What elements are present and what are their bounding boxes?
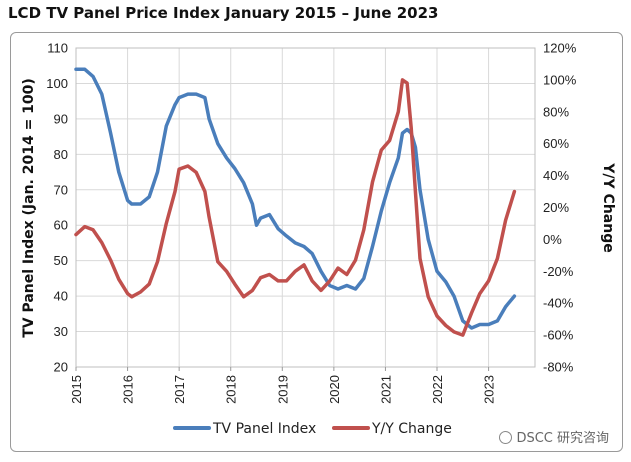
y-tick-label: 110 (47, 41, 68, 56)
y2-tick-label: -80% (543, 360, 574, 375)
y2-tick-label: 60% (543, 136, 569, 151)
series-line-yoy-change (74, 78, 517, 337)
x-tick-label: 2018 (224, 375, 239, 404)
gridlines (76, 48, 535, 367)
x-tick-label: 2021 (378, 375, 393, 404)
y-tick-label: 100 (46, 76, 68, 91)
y2-tick-label: 0% (543, 232, 562, 247)
watermark: DSCC 研究咨询 (499, 427, 609, 446)
tick-labels: 20 30 40 50 60 70 80 90 100 110 -80% -60% -40% -20% 0%… (46, 41, 576, 404)
axes (75, 47, 536, 371)
x-tick-label: 2023 (482, 375, 497, 404)
y2-tick-label: 120% (543, 41, 577, 56)
watermark-text: DSCC 研究咨询 (516, 431, 609, 446)
y2-tick-label: 80% (543, 104, 569, 119)
y2-tick-label: -40% (543, 296, 574, 311)
y2-tick-label: -60% (543, 328, 574, 343)
x-tick-label: 2020 (327, 375, 342, 404)
x-tick-label: 2016 (121, 375, 136, 404)
y2-tick-label: 20% (543, 200, 569, 215)
series-line-tv-panel-index (74, 67, 517, 330)
y-tick-label: 40 (54, 289, 68, 304)
series-lines (74, 67, 517, 337)
y2-tick-label: 40% (543, 168, 569, 183)
y2-tick-label: 100% (543, 72, 577, 87)
legend: TV Panel Index Y/Y Change (173, 421, 452, 437)
y-tick-label: 70 (54, 182, 68, 197)
chart-title: LCD TV Panel Price Index January 2015 – … (8, 4, 439, 22)
legend-label-yoy: Y/Y Change (371, 421, 452, 437)
y-tick-label: 50 (54, 253, 68, 268)
y-axis-title: TV Panel Index (Jan. 2014 = 100) (21, 78, 37, 338)
y2-tick-label: -20% (543, 264, 574, 279)
x-tick-label: 2015 (69, 375, 84, 404)
y-tick-label: 90 (54, 111, 68, 126)
x-tick-label: 2017 (172, 375, 187, 404)
y-tick-label: 20 (54, 360, 68, 375)
y-tick-label: 30 (54, 324, 68, 339)
legend-label-index: TV Panel Index (212, 421, 316, 437)
plot-box (75, 47, 536, 368)
wechat-icon (499, 431, 513, 444)
x-tick-label: 2019 (275, 375, 290, 404)
plot-frame (10, 32, 623, 452)
x-tick-label: 2022 (430, 375, 445, 404)
y-tick-label: 60 (54, 218, 68, 233)
y2-axis-title: Y/Y Change (600, 162, 616, 252)
y-tick-label: 80 (54, 147, 68, 162)
